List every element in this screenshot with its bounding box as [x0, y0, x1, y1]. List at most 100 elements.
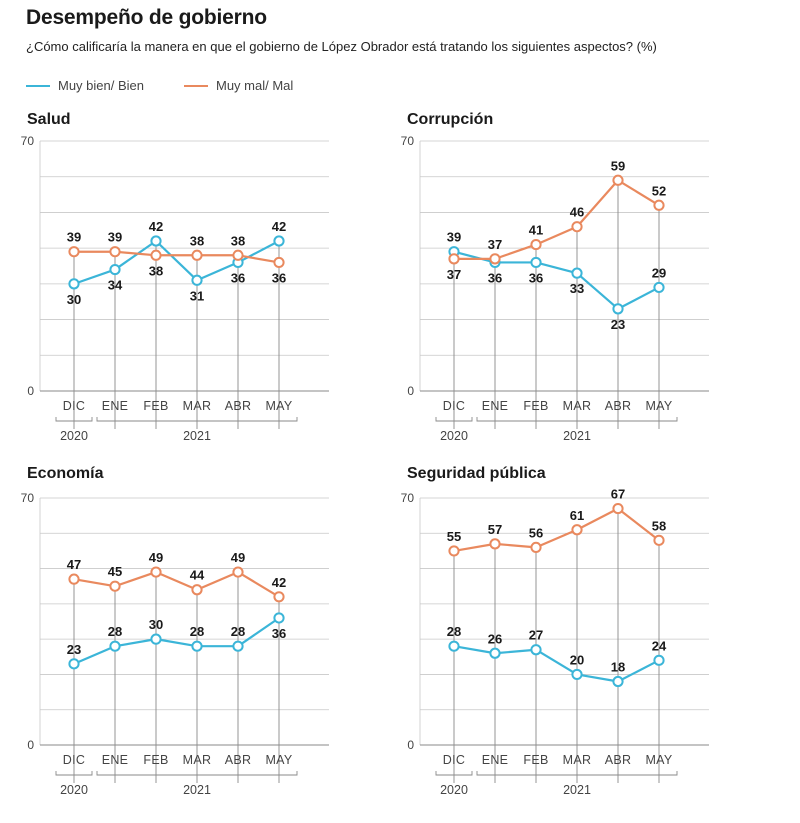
panel-2-label-bad-1: 45: [108, 564, 122, 579]
panel-0-xtick-1: ENE: [102, 399, 129, 413]
panel-3-ytick-0: 0: [407, 738, 414, 752]
panel-0-xtick-5: MAY: [265, 399, 292, 413]
panel-0-line-bad: [74, 250, 280, 264]
page-subtitle: ¿Cómo calificaría la manera en que el go…: [26, 39, 657, 54]
panel-1-xtick-5: MAY: [645, 399, 672, 413]
panel-3-label-good-4: 18: [611, 659, 625, 674]
panel-1-label-bad-5: 52: [652, 183, 666, 198]
panel-3-point-good-3: [571, 668, 583, 681]
panel-0-year-bracket-1: [96, 417, 298, 422]
panel-2-xtick-1: ENE: [102, 753, 129, 767]
panel-2-point-good-5: [273, 612, 285, 624]
panel-3-xtick-4: ABR: [605, 753, 632, 767]
panel-3-title: Seguridad pública: [407, 465, 546, 482]
panel-0-year-label-1: 2021: [183, 429, 211, 443]
panel-3-label-bad-4: 67: [611, 487, 625, 502]
panel-2-label-bad-5: 42: [272, 575, 286, 590]
legend: Muy bien/ Bien Muy mal/ Mal: [26, 78, 333, 93]
panel-2-point-bad-2: [150, 566, 162, 578]
panel-0-point-good-5: [273, 235, 285, 247]
panel-1-label-bad-2: 41: [529, 223, 543, 238]
legend-swatch-good: [26, 84, 50, 87]
panel-1-year-bracket-0: [435, 417, 473, 422]
panel-2-label-bad-4: 49: [231, 550, 245, 565]
panel-1-point-good-2: [530, 256, 542, 269]
panel-3-label-good-2: 27: [529, 628, 543, 643]
panel-3-xtick-3: MAR: [563, 753, 592, 767]
panel-3-point-good-2: [530, 644, 542, 656]
panel-3-label-good-1: 26: [488, 631, 502, 646]
panel-1-year-label-1: 2021: [563, 429, 591, 443]
panel-1-label-bad-1: 37: [488, 237, 502, 252]
panel-0-label-good-4: 36: [231, 270, 245, 285]
panel-2-label-good-4: 28: [231, 624, 245, 639]
panel-2-label-bad-0: 47: [67, 557, 81, 572]
panel-3-line-good: [453, 645, 660, 683]
panel-2-point-good-3: [191, 640, 203, 652]
panel-3-ytick-70: 70: [401, 491, 415, 505]
panel-3-year-label-0: 2020: [440, 783, 468, 797]
panel-1-label-bad-4: 59: [611, 158, 625, 173]
panel-3-label-bad-5: 58: [652, 518, 666, 533]
legend-label-bad: Muy mal/ Mal: [216, 78, 294, 93]
panel-1-label-good-4: 23: [611, 317, 625, 332]
panel-1-ytick-70: 70: [401, 134, 415, 148]
panel-1-point-good-4: [612, 303, 624, 315]
panel-1-label-good-3: 33: [570, 281, 584, 296]
panel-2-label-good-1: 28: [108, 624, 122, 639]
panel-2-year-label-1: 2021: [183, 783, 211, 797]
panel-1-xtick-0: DIC: [443, 399, 465, 413]
panel-3-xtick-0: DIC: [443, 753, 465, 767]
panel-1-line-good: [453, 250, 660, 310]
panel-2-point-good-4: [232, 640, 244, 652]
panel-2-point-good-1: [109, 640, 121, 652]
panel-2-ytick-70: 70: [21, 491, 35, 505]
panel-3-year-bracket-0: [435, 771, 473, 776]
legend-item-good: Muy bien/ Bien: [26, 78, 144, 93]
panel-1-xtick-2: FEB: [523, 399, 548, 413]
panel-2-point-bad-0: [68, 573, 80, 585]
panel-3-label-bad-3: 61: [570, 508, 584, 523]
panel-3-point-good-0: [448, 640, 460, 652]
panel-0-point-good-3: [191, 274, 203, 286]
panel-0-label-good-5: 42: [272, 219, 286, 234]
panel-1-point-good-5: [653, 281, 665, 294]
panel-0-label-good-3: 31: [190, 288, 204, 303]
panel-1-label-bad-0: 37: [447, 267, 461, 282]
panel-0-label-bad-5: 36: [272, 270, 286, 285]
panel-3-line-bad: [453, 507, 660, 553]
panel-1-point-bad-0: [448, 253, 460, 265]
panel-1-point-bad-1: [489, 253, 501, 265]
panel-2-point-bad-3: [191, 584, 203, 596]
panel-2-xtick-0: DIC: [63, 753, 85, 767]
panel-1-label-good-5: 29: [652, 265, 666, 280]
panel-1-title: Corrupción: [407, 111, 493, 128]
panel-3-point-good-5: [653, 654, 665, 666]
panel-3-point-bad-2: [530, 541, 542, 554]
panel-3-label-bad-1: 57: [488, 522, 502, 537]
panel-3-xtick-1: ENE: [482, 753, 509, 767]
panel-0-point-good-2: [150, 235, 162, 247]
page-title: Desempeño de gobierno: [26, 6, 267, 29]
panel-3-label-bad-0: 55: [447, 529, 461, 544]
panel-1-ytick-0: 0: [407, 384, 414, 398]
panel-0-point-bad-1: [109, 246, 121, 258]
panel-2-ytick-0: 0: [27, 738, 34, 752]
panel-2-label-good-0: 23: [67, 642, 81, 657]
panel-1-line-bad: [454, 179, 660, 260]
panel-2-year-bracket-1: [96, 771, 298, 776]
panel-0-ytick-70: 70: [21, 134, 35, 148]
panel-3-label-good-0: 28: [447, 624, 461, 639]
panel-2-title: Economía: [27, 465, 104, 482]
panel-0-point-bad-0: [68, 246, 80, 258]
panel-0-label-bad-0: 39: [67, 230, 81, 245]
panel-0-line-good: [73, 239, 280, 285]
panel-3-label-good-5: 24: [652, 638, 667, 653]
panel-3-year-label-1: 2021: [563, 783, 591, 797]
panel-1-point-good-3: [571, 267, 583, 279]
panel-3-point-good-4: [612, 675, 624, 688]
panel-0-point-good-0: [68, 278, 80, 290]
panel-1-label-good-2: 36: [529, 270, 543, 285]
panel-0-title: Salud: [27, 111, 71, 128]
